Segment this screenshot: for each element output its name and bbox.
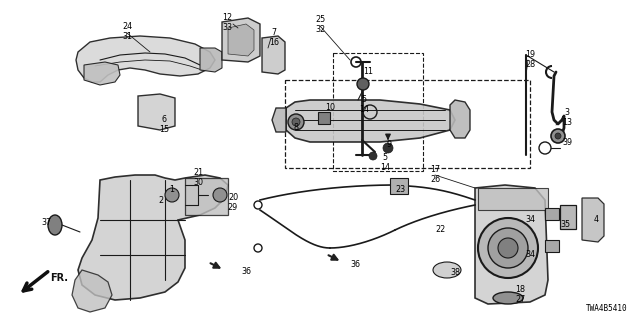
Text: 12
33: 12 33 — [222, 13, 232, 32]
Polygon shape — [228, 24, 254, 56]
Bar — [545, 240, 559, 252]
Text: TWA4B5410: TWA4B5410 — [586, 304, 627, 313]
Bar — [390, 178, 408, 194]
Text: 5
14: 5 14 — [380, 153, 390, 172]
Bar — [333, 53, 423, 171]
Text: 7
16: 7 16 — [269, 28, 279, 47]
Circle shape — [555, 133, 561, 139]
Text: 20
29: 20 29 — [228, 193, 238, 212]
Text: 21
30: 21 30 — [193, 168, 203, 188]
Text: 18
27: 18 27 — [515, 285, 525, 304]
Text: 35: 35 — [560, 220, 570, 229]
Polygon shape — [84, 62, 120, 85]
Polygon shape — [222, 18, 260, 62]
Text: 25
32: 25 32 — [315, 15, 325, 34]
Text: 4: 4 — [593, 215, 598, 224]
Text: 17
26: 17 26 — [430, 165, 440, 184]
Circle shape — [383, 143, 393, 153]
Text: 36: 36 — [241, 267, 251, 276]
Text: 24
31: 24 31 — [122, 22, 132, 41]
Bar — [560, 205, 576, 229]
Polygon shape — [138, 94, 175, 130]
Ellipse shape — [433, 262, 461, 278]
Ellipse shape — [48, 215, 62, 235]
Bar — [318, 112, 330, 124]
Polygon shape — [72, 270, 112, 312]
Text: 6
15: 6 15 — [159, 115, 169, 134]
Ellipse shape — [493, 292, 523, 304]
Text: 34: 34 — [525, 250, 535, 259]
Circle shape — [488, 228, 528, 268]
Text: FR.: FR. — [50, 273, 68, 283]
Text: 38: 38 — [450, 268, 460, 277]
Text: 8: 8 — [294, 123, 298, 132]
Polygon shape — [185, 178, 228, 215]
Circle shape — [498, 238, 518, 258]
Circle shape — [165, 188, 179, 202]
Polygon shape — [475, 185, 548, 304]
Text: 11: 11 — [363, 67, 373, 76]
Circle shape — [357, 78, 369, 90]
Circle shape — [478, 218, 538, 278]
Circle shape — [292, 118, 300, 126]
Text: 2: 2 — [159, 196, 164, 205]
Text: 10: 10 — [325, 103, 335, 112]
Text: 34: 34 — [525, 215, 535, 224]
Polygon shape — [272, 108, 286, 132]
Polygon shape — [478, 188, 548, 210]
Text: 9: 9 — [387, 140, 392, 149]
Text: 22: 22 — [435, 225, 445, 234]
Text: 1: 1 — [170, 185, 175, 194]
Circle shape — [369, 152, 377, 160]
Bar — [285, 80, 530, 168]
Text: 39: 39 — [562, 138, 572, 147]
Text: 3
13: 3 13 — [562, 108, 572, 127]
Text: 5
14: 5 14 — [359, 95, 369, 114]
Circle shape — [213, 188, 227, 202]
Polygon shape — [76, 36, 215, 82]
Polygon shape — [78, 175, 228, 300]
Polygon shape — [262, 36, 285, 74]
Text: 19
28: 19 28 — [525, 50, 535, 69]
Polygon shape — [200, 48, 222, 72]
Bar — [545, 208, 559, 220]
Text: 36: 36 — [350, 260, 360, 269]
Polygon shape — [450, 100, 470, 138]
Circle shape — [288, 114, 304, 130]
Polygon shape — [582, 198, 604, 242]
Text: 37: 37 — [41, 218, 51, 227]
Polygon shape — [286, 100, 455, 142]
Circle shape — [551, 129, 565, 143]
Text: 23: 23 — [395, 185, 405, 194]
